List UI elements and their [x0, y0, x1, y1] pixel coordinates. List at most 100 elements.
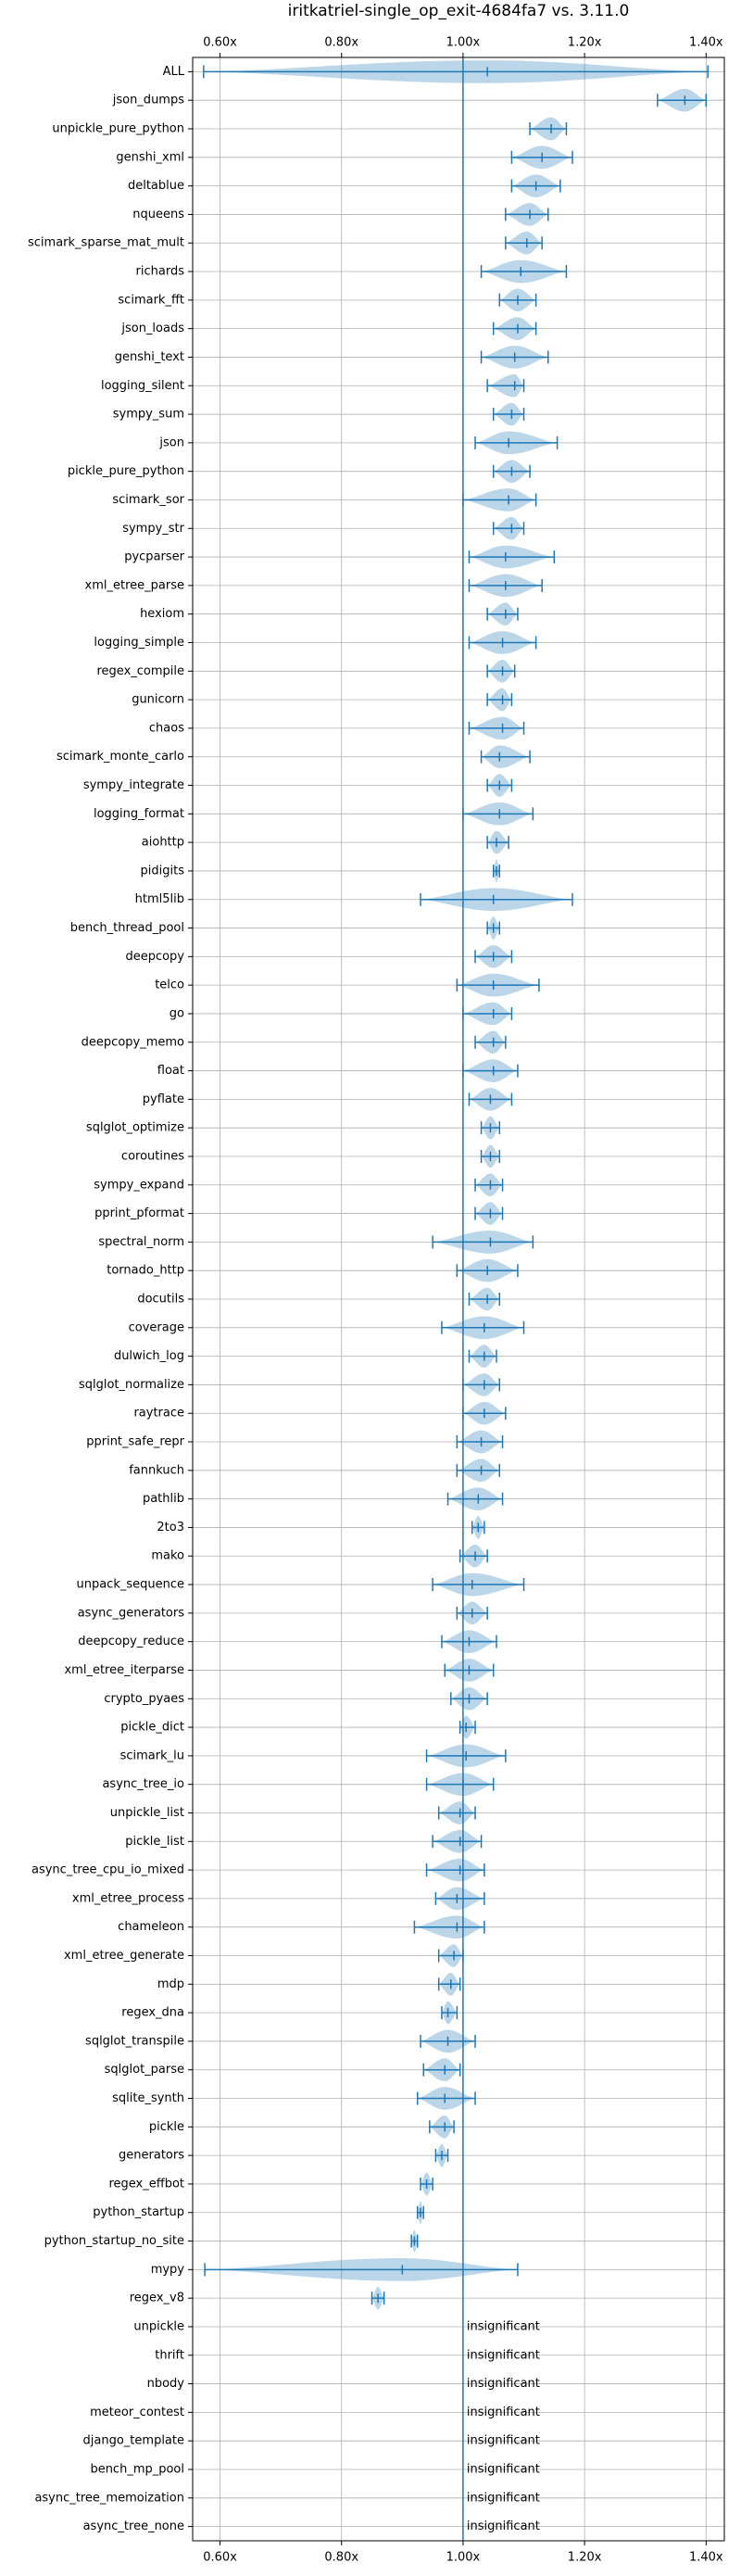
y-tick-label: tornado_http: [107, 1264, 184, 1278]
annotation: insignificant: [467, 2348, 540, 2362]
x-tick-label: 1.40x: [689, 2551, 723, 2565]
y-tick-label: hexiom: [140, 607, 184, 621]
y-tick-label: deepcopy_reduce: [78, 1635, 184, 1648]
y-tick-label: async_tree_cpu_io_mixed: [31, 1863, 184, 1877]
y-tick-label: async_generators: [78, 1606, 185, 1620]
y-tick-label: thrift: [155, 2348, 184, 2362]
y-tick-label: gunicorn: [132, 693, 184, 707]
y-tick-label: xml_etree_process: [72, 1891, 184, 1905]
y-tick-label: django_template: [83, 2434, 184, 2448]
y-tick-label: sqlglot_normalize: [79, 1378, 184, 1392]
y-tick-label: regex_effbot: [108, 2177, 184, 2191]
y-tick-label: bench_thread_pool: [70, 921, 184, 935]
y-tick-label: spectral_norm: [98, 1235, 184, 1249]
y-tick-label: pycparser: [124, 550, 184, 564]
x-tick-label: 1.20x: [568, 36, 602, 50]
y-tick-label: genshi_text: [115, 350, 184, 364]
y-tick-label: chameleon: [118, 1920, 184, 1934]
y-tick-label: json_loads: [120, 322, 184, 335]
y-tick-label: crypto_pyaes: [104, 1692, 184, 1706]
y-tick-label: scimark_fft: [118, 293, 184, 307]
y-tick-label: sqlglot_transpile: [85, 2034, 184, 2048]
y-tick-label: xml_etree_generate: [64, 1949, 184, 1963]
y-tick-label: raytrace: [133, 1407, 184, 1421]
y-tick-label: deepcopy: [125, 950, 184, 964]
chart-title: iritkatriel-single_op_exit-4684fa7 vs. 3…: [288, 2, 630, 20]
y-tick-label: sympy_expand: [94, 1178, 184, 1192]
y-tick-label: docutils: [137, 1293, 184, 1307]
y-tick-label: float: [157, 1064, 184, 1078]
plot-frame: [192, 57, 725, 2542]
x-tick-label: 0.60x: [203, 2551, 237, 2565]
y-tick-label: richards: [136, 265, 185, 279]
x-tick-label: 1.00x: [446, 36, 481, 50]
y-tick-label: nqueens: [132, 208, 184, 221]
y-tick-label: async_tree_io: [102, 1777, 184, 1791]
y-tick-label: pickle_list: [125, 1835, 184, 1849]
y-tick-label: pickle_pure_python: [68, 464, 184, 478]
y-tick-label: pidigits: [141, 864, 185, 878]
annotation: insignificant: [467, 2319, 540, 2333]
y-tick-label: deepcopy_memo: [82, 1035, 184, 1049]
y-tick-label: meteor_contest: [90, 2406, 184, 2419]
y-tick-label: go: [170, 1006, 184, 1020]
x-tick-label: 1.20x: [568, 2551, 602, 2565]
y-tick-label: fannkuch: [129, 1463, 184, 1477]
annotation: insignificant: [467, 2377, 540, 2391]
y-tick-label: nbody: [147, 2377, 185, 2391]
y-tick-label: async_tree_memoization: [34, 2491, 184, 2505]
y-tick-label: mdp: [157, 1977, 184, 1991]
y-tick-label: sympy_integrate: [83, 778, 184, 792]
y-tick-label: coverage: [129, 1320, 184, 1334]
y-tick-label: sqlglot_optimize: [86, 1121, 184, 1135]
y-tick-label: mypy: [151, 2263, 185, 2277]
annotation: insignificant: [467, 2434, 540, 2448]
y-tick-label: pyflate: [143, 1092, 184, 1106]
y-tick-label: pathlib: [143, 1492, 184, 1506]
y-tick-label: python_startup: [93, 2205, 184, 2219]
annotation: insignificant: [467, 2462, 540, 2476]
y-tick-label: regex_compile: [96, 664, 184, 678]
y-tick-label: sqlite_synth: [112, 2091, 184, 2105]
y-tick-label: genshi_xml: [116, 150, 184, 164]
y-tick-label: html5lib: [135, 892, 184, 906]
y-tick-label: unpickle_pure_python: [52, 122, 184, 136]
x-tick-label: 0.60x: [203, 36, 237, 50]
y-tick-label: aiohttp: [142, 836, 184, 850]
x-tick-label: 1.40x: [689, 36, 723, 50]
y-tick-label: scimark_sparse_mat_mult: [28, 236, 184, 250]
y-tick-label: sympy_str: [122, 522, 184, 536]
y-tick-label: json_dumps: [112, 94, 184, 107]
x-tick-label: 0.80x: [324, 2551, 358, 2565]
y-tick-label: telco: [155, 979, 184, 992]
y-tick-label: xml_etree_iterparse: [64, 1663, 184, 1677]
x-tick-label: 0.80x: [324, 36, 358, 50]
y-tick-label: sqlglot_parse: [105, 2063, 184, 2077]
x-tick-label: 1.00x: [446, 2551, 481, 2565]
y-tick-label: bench_mp_pool: [90, 2462, 184, 2476]
annotation: insignificant: [467, 2406, 540, 2419]
y-tick-label: generators: [119, 2149, 184, 2163]
y-tick-label: pprint_pformat: [94, 1206, 184, 1220]
y-tick-label: mako: [151, 1549, 184, 1563]
y-tick-label: regex_v8: [130, 2292, 184, 2305]
y-tick-label: regex_dna: [121, 2006, 184, 2020]
y-tick-label: scimark_monte_carlo: [57, 750, 184, 764]
y-tick-label: deltablue: [128, 179, 184, 193]
y-tick-label: scimark_sor: [112, 493, 184, 507]
y-tick-label: xml_etree_parse: [85, 578, 184, 592]
y-tick-label: logging_format: [94, 807, 184, 821]
y-tick-label: coroutines: [121, 1149, 184, 1163]
y-tick-label: chaos: [149, 721, 184, 735]
y-tick-label: async_tree_none: [83, 2519, 184, 2533]
annotation: insignificant: [467, 2491, 540, 2505]
y-tick-label: dulwich_log: [114, 1349, 184, 1363]
y-tick-label: logging_simple: [94, 636, 184, 650]
annotation: insignificant: [467, 2519, 540, 2533]
y-tick-label: 2to3: [157, 1521, 184, 1534]
y-tick-label: scimark_lu: [120, 1749, 184, 1762]
y-tick-label: json: [158, 436, 184, 449]
y-tick-label: python_startup_no_site: [44, 2234, 184, 2248]
y-tick-label: sympy_sum: [113, 408, 184, 422]
